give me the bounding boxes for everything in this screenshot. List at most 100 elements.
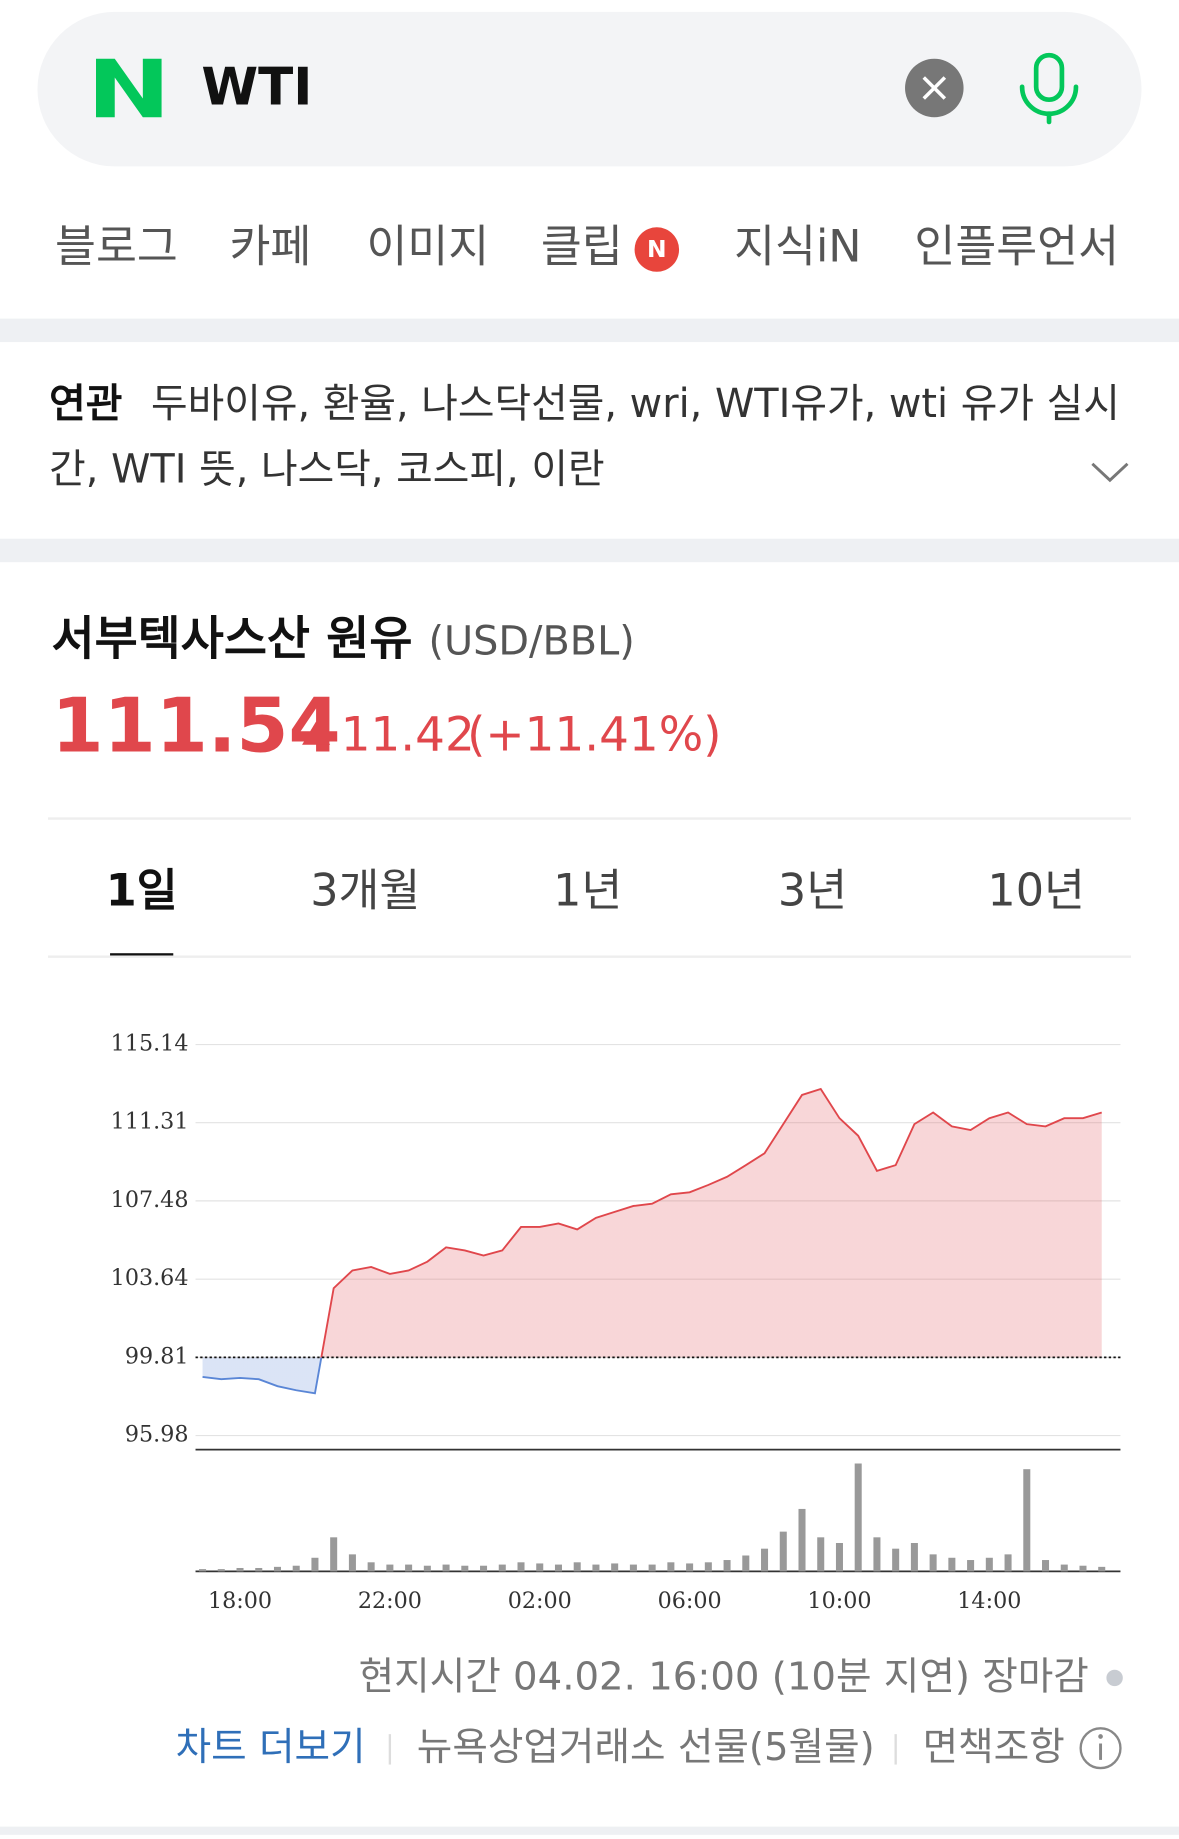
volume-bar — [854, 1463, 862, 1572]
search-tab[interactable]: 이미지 — [366, 222, 489, 273]
y-tick-label: 115.14 — [111, 1031, 189, 1057]
volume-bar — [892, 1548, 900, 1572]
quote-unit: (USD/BBL) — [429, 619, 635, 665]
volume-bar — [761, 1548, 769, 1572]
volume-bar — [779, 1531, 787, 1572]
y-tick-label: 107.48 — [111, 1187, 189, 1213]
y-tick-label: 95.98 — [125, 1422, 189, 1448]
volume-bar — [1060, 1564, 1068, 1572]
divider — [0, 538, 1179, 563]
volume-bar — [405, 1564, 413, 1572]
quote-price: 111.54 — [52, 681, 341, 769]
chart: 95.98 99.81 103.64 107.48 111.31 115.14 18:00 2… — [111, 1031, 1121, 1614]
volume-bar — [442, 1564, 450, 1572]
divider — [0, 1826, 1179, 1835]
volume-bar — [330, 1537, 338, 1572]
clear-button[interactable] — [905, 58, 964, 118]
volume-bar — [967, 1560, 975, 1572]
volume-bar — [798, 1508, 806, 1572]
divider — [0, 318, 1179, 343]
volume-bar — [311, 1557, 319, 1572]
quote-name: 서부텍사스산 원유 — [52, 612, 413, 666]
search-tab[interactable]: 클립 — [541, 222, 623, 273]
period-tab[interactable]: 1일 — [106, 865, 178, 916]
volume-bar — [517, 1562, 525, 1572]
mic-button[interactable] — [1019, 52, 1079, 125]
x-tick-label: 14:00 — [957, 1588, 1021, 1614]
quote-change: 11.42 — [341, 708, 475, 762]
volume-bar — [929, 1554, 937, 1572]
volume-bar — [236, 1567, 244, 1572]
y-tick-label: 111.31 — [111, 1109, 189, 1135]
price-line — [202, 1087, 1103, 1395]
volume-bar — [498, 1564, 506, 1572]
volume-bar — [817, 1537, 825, 1572]
volume-bar — [835, 1543, 843, 1572]
volume-bar — [367, 1562, 375, 1572]
volume-bar — [386, 1564, 394, 1572]
volume-bar — [536, 1563, 544, 1572]
volume-bar — [611, 1563, 619, 1572]
volume-bar — [985, 1557, 993, 1572]
y-tick-label: 103.64 — [111, 1265, 189, 1291]
disclaimer-link[interactable]: 면책조항 — [923, 1725, 1065, 1770]
volume-bar — [704, 1562, 712, 1572]
period-tab[interactable]: 1년 — [553, 865, 622, 916]
info-icon[interactable] — [1079, 1727, 1122, 1770]
volume-bar — [1079, 1565, 1087, 1572]
tab-badge — [634, 227, 680, 272]
volume-bar — [554, 1564, 562, 1572]
up-arrow — [302, 721, 331, 745]
volume-bar — [348, 1554, 356, 1572]
tab-badge-text: N — [647, 235, 667, 263]
period-tab[interactable]: 3년 — [778, 865, 847, 916]
volume-bar — [723, 1560, 731, 1572]
x-tick-label: 02:00 — [508, 1588, 572, 1614]
volume-bar — [461, 1565, 469, 1572]
related-keywords[interactable]: 간, WTI 뜻, 나스닥, 코스피, 이란 — [49, 447, 604, 493]
volume-bar — [273, 1566, 281, 1572]
volume-bar — [948, 1557, 956, 1572]
period-tab[interactable]: 10년 — [987, 865, 1085, 916]
x-tick-label: 10:00 — [807, 1588, 871, 1614]
update-time: 현지시간 04.02. 16:00 (10분 지연) 장마감 — [359, 1655, 1089, 1700]
volume-bar — [292, 1565, 300, 1572]
volume-bar — [255, 1567, 263, 1572]
volume-bar — [1023, 1469, 1031, 1572]
volume-bar — [742, 1555, 750, 1572]
related-label: 연관 — [49, 381, 122, 427]
naver-logo[interactable] — [96, 58, 162, 118]
period-tab[interactable]: 3개월 — [310, 865, 420, 916]
period-tabs: 1일 3개월 1년 3년 10년 — [106, 865, 1085, 957]
y-tick-label: 99.81 — [125, 1343, 189, 1369]
volume-bar — [1098, 1566, 1106, 1572]
search-tab[interactable]: 블로그 — [55, 222, 178, 273]
expand-chevron[interactable] — [1091, 462, 1129, 483]
volume-bar — [873, 1537, 881, 1572]
status-dot — [1106, 1669, 1123, 1687]
volume-bar — [1042, 1560, 1050, 1572]
volume-bar — [423, 1565, 431, 1572]
exchange-info: 뉴욕상업거래소 선물(5월물) — [417, 1725, 875, 1770]
volume-bar — [480, 1565, 488, 1572]
search-tab[interactable]: 인플루언서 — [914, 222, 1119, 273]
volume-bar — [648, 1564, 656, 1572]
search-query[interactable]: WTI — [201, 57, 312, 117]
search-tab[interactable]: 지식iN — [734, 222, 861, 273]
volume-bar — [217, 1569, 225, 1572]
search-bar[interactable] — [37, 11, 1142, 167]
period-underline — [110, 953, 174, 957]
x-tick-label: 18:00 — [208, 1588, 272, 1614]
volume-bar — [1004, 1554, 1012, 1572]
volume-bar — [199, 1569, 207, 1572]
related-keywords[interactable]: 두바이유, 환율, 나스닥선물, wri, WTI유가, wti 유가 실시 — [151, 381, 1120, 427]
search-tab[interactable]: 카페 — [229, 222, 311, 273]
volume-bar — [629, 1564, 637, 1572]
volume-bar — [667, 1562, 675, 1572]
x-tick-label: 06:00 — [658, 1588, 722, 1614]
quote-change-pct: (+11.41%) — [467, 708, 721, 762]
chart-more-link[interactable]: 차트 더보기 — [176, 1725, 366, 1770]
